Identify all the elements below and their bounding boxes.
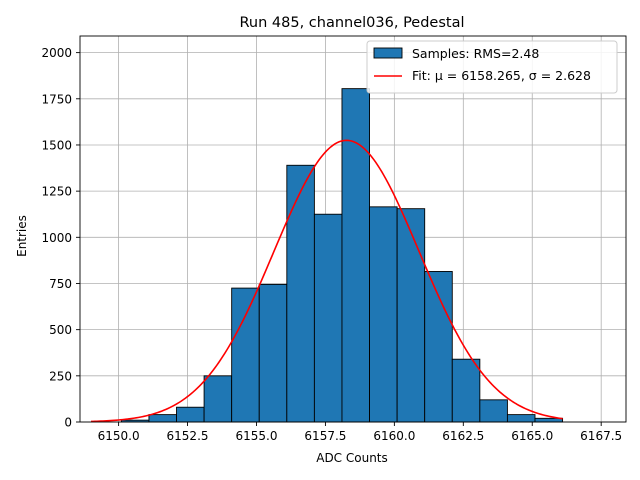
histogram-bar <box>313 213 343 423</box>
y-tick-label: 250 <box>49 369 72 383</box>
legend-fit-label: Fit: μ = 6158.265, σ = 2.628 <box>412 68 591 83</box>
fit-curve <box>91 139 563 423</box>
y-tick-label: 750 <box>49 277 72 291</box>
histogram-bar <box>258 283 288 423</box>
histogram-bar <box>396 208 426 423</box>
histogram-bar <box>424 271 453 423</box>
chart-title: Run 485, channel036, Pedestal <box>239 15 464 31</box>
y-axis-ticks: 0 250 500 750 1000 1250 1500 1750 2000 <box>41 46 80 430</box>
histogram-bar <box>369 206 398 423</box>
x-tick-label: 6157.5 <box>304 429 346 443</box>
y-axis-label: Entries <box>15 215 29 257</box>
histogram-bar <box>451 358 481 423</box>
x-tick-label: 6162.5 <box>442 429 484 443</box>
legend-bars-swatch <box>373 47 403 59</box>
legend-box <box>366 40 618 94</box>
histogram-bar <box>286 164 315 423</box>
x-tick-label: 6152.5 <box>167 429 209 443</box>
histogram-bar <box>479 399 508 423</box>
histogram-bar <box>506 414 536 423</box>
y-tick-label: 1250 <box>41 185 72 199</box>
histogram-bar <box>341 88 370 423</box>
legend-bars-label: Samples: RMS=2.48 <box>412 46 539 61</box>
y-tick-label: 1500 <box>41 138 72 152</box>
x-tick-label: 6150.0 <box>98 429 140 443</box>
histogram-bar <box>231 287 260 423</box>
y-tick-label: 500 <box>49 323 72 337</box>
histogram-bar <box>203 375 233 423</box>
y-tick-label: 0 <box>64 416 72 430</box>
x-tick-label: 6167.5 <box>580 429 622 443</box>
x-axis-ticks: 6150.0 6152.5 6155.0 6157.5 6160.0 6162.5 6165… <box>98 422 622 443</box>
y-tick-label: 1000 <box>41 231 72 245</box>
axes-frame <box>79 35 627 423</box>
x-axis-label: ADC Counts <box>316 451 388 465</box>
histogram-bar <box>148 414 177 423</box>
x-tick-label: 6160.0 <box>373 429 415 443</box>
y-tick-label: 2000 <box>41 46 72 60</box>
x-tick-label: 6155.0 <box>235 429 277 443</box>
legend: Samples: RMS=2.48 Fit: μ = 6158.265, σ =… <box>366 40 618 94</box>
histogram-bars <box>120 88 564 423</box>
y-tick-label: 1750 <box>41 92 72 106</box>
x-tick-label: 6165.0 <box>511 429 553 443</box>
histogram-bar <box>176 406 205 423</box>
